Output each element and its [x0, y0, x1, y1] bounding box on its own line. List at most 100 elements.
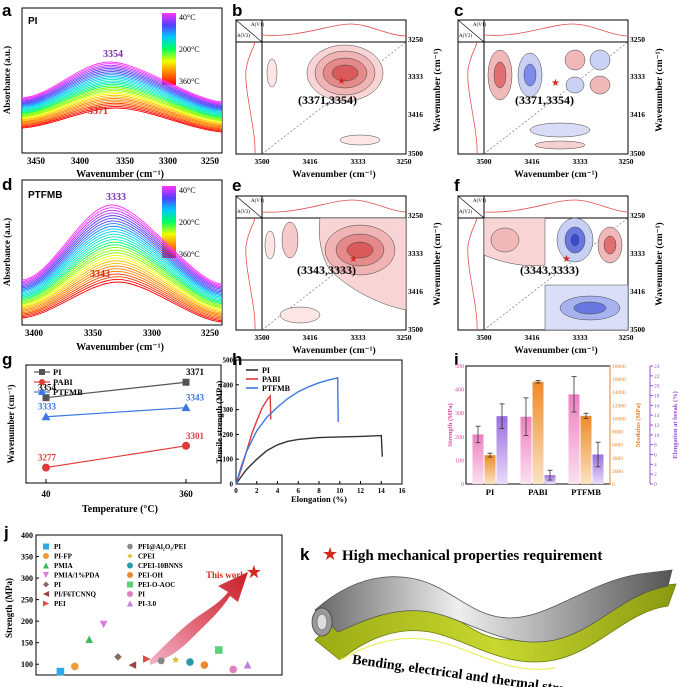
- panel-b-xlabel: Wavenumber (cm⁻¹): [292, 169, 375, 180]
- spectrum-line: [21, 276, 223, 320]
- panel-j-legend-label: PEI-O-AOC: [138, 581, 175, 589]
- panel-a-temp-low: 360°C: [179, 77, 200, 86]
- panel-d-spectra: [21, 204, 223, 323]
- panel-j-data-point: [157, 657, 165, 665]
- panel-d-frame: [21, 179, 223, 326]
- panel-h-xtick: 10: [336, 487, 344, 495]
- panel-a: a PI 40°C 200°C 360°C 3354 3371 Absorban…: [2, 1, 223, 180]
- panel-j-data-point: [143, 655, 151, 663]
- panel-e-xtick-2: 3416: [303, 333, 318, 342]
- panel-c-frame: [457, 19, 629, 155]
- panel-c-corner-diag: [457, 19, 485, 43]
- panel-e-annotation: (3343,3333): [297, 263, 356, 277]
- panel-d-tick-3: 3300: [143, 328, 162, 338]
- panel-h-xlabel: Elongation (%): [291, 494, 347, 504]
- panel-f-av2: A(V2): [459, 210, 472, 215]
- panel-f-xtick-4: 3250: [619, 333, 634, 342]
- panel-e-side-spectrum: [245, 217, 256, 331]
- panel-g-point: [181, 403, 191, 412]
- panel-f-xlabel: Wavenumber (cm⁻¹): [514, 345, 597, 356]
- panel-f-ytick-2: 3333: [630, 249, 645, 258]
- panel-j-data-point: [71, 662, 79, 671]
- panel-d-tick-1: 3400: [25, 328, 44, 338]
- panel-j-legend-marker: [43, 581, 49, 588]
- panel-letter-b: b: [232, 1, 242, 20]
- panel-j-data-point: [114, 653, 122, 661]
- panel-j-data-point: [215, 646, 223, 654]
- spectrum-line: [21, 80, 223, 115]
- spectrum-line: [21, 236, 223, 301]
- panel-g-data-label: 3301: [186, 431, 205, 441]
- panel-h-ytick: 500: [223, 357, 234, 365]
- panel-e: e A(V1) A(V2) ★ (3343,3333) 3500 3416: [232, 176, 443, 356]
- panel-h-xtick: 8: [317, 487, 321, 495]
- panel-h-ytick: 100: [223, 456, 234, 464]
- panel-a-temp-high: 40°C: [179, 13, 196, 22]
- panel-f-av1: A(V1): [473, 199, 486, 204]
- panel-d-xlabel: Wavenumber (cm⁻¹): [76, 342, 164, 353]
- panel-i-elongation-tick: 18: [654, 394, 660, 400]
- spectrum-line: [21, 217, 223, 292]
- panel-c: c A(V1) A(V2) ★ (3371,3: [454, 1, 665, 180]
- panel-i-elongation-tick: 22: [654, 374, 660, 380]
- panel-letter-g: g: [2, 350, 12, 369]
- panel-d-temp-low: 360°C: [179, 250, 200, 259]
- spectrum-line: [21, 223, 223, 294]
- panel-i-modulus-tick: 6000: [612, 443, 623, 449]
- panel-b: b A(V1) A(V2) ★ (3371,3354) 3500 3416 33…: [232, 1, 443, 180]
- panel-c-xtick-3: 3333: [573, 157, 588, 166]
- panel-g-legend-label: PABI: [53, 377, 73, 387]
- panel-g: g Wavenumber (cm⁻¹) Temperature (°C) 40 3…: [2, 350, 222, 515]
- panel-c-ytick-3: 3416: [630, 110, 645, 119]
- spectrum-line: [21, 63, 223, 104]
- panel-j-legend-marker: [43, 591, 49, 597]
- panel-b-av2: A(V2): [237, 34, 250, 39]
- panel-j-data-point: [56, 667, 65, 676]
- panel-i-elongation-tick: 20: [654, 384, 660, 390]
- panel-h: h Tensile strength (MPa) Elongation (%) …: [214, 350, 406, 504]
- panel-j-data-point: [229, 665, 237, 674]
- panel-j-data-point: [128, 661, 137, 669]
- panel-f-ytick-3: 3416: [630, 287, 645, 296]
- panel-e-ylabel: Wavenumber (cm⁻¹): [432, 222, 443, 305]
- panel-i-elongation-tick: 16: [654, 403, 660, 409]
- panel-i-left-tick: 200: [455, 435, 464, 441]
- panel-i-modulus-tick: 18000: [612, 364, 626, 370]
- panel-e-ytick-3: 3416: [408, 287, 423, 296]
- correlation-panels: b A(V1) A(V2) ★ (3371,3354) 3500 3416 33…: [232, 1, 665, 356]
- spectrum-line: [21, 71, 223, 109]
- panel-i-elongation-axis-label: Elongation at break (%): [672, 391, 679, 459]
- panel-i-elongation-tick: 2: [654, 472, 657, 478]
- panel-i-left-tick: 0: [461, 482, 464, 488]
- panel-j-legend-marker: [127, 572, 133, 578]
- panel-e-xtick-3: 3333: [351, 333, 366, 342]
- panel-h-legend-label: PABI: [262, 375, 281, 384]
- panel-i-bar: [580, 415, 592, 484]
- spectrum-line: [21, 69, 223, 108]
- spectrum-line: [21, 209, 223, 288]
- panel-c-av2: A(V2): [459, 34, 472, 39]
- panel-j-legend-label: PI-FP: [54, 553, 73, 561]
- panel-f-frame: [457, 195, 629, 331]
- spectrum-line: [21, 72, 223, 110]
- panel-h-xtick: 4: [276, 487, 280, 495]
- panel-g-data-label: 3354: [38, 383, 57, 393]
- spectrum-line: [21, 247, 223, 306]
- panel-g-legend-marker: [39, 379, 45, 385]
- panel-j-legend-label: PEI: [54, 600, 66, 608]
- panel-b-side-spectrum: [245, 41, 256, 155]
- panel-j-data-point: [99, 620, 108, 629]
- panel-b-contours: [266, 44, 384, 146]
- spectrum-line: [21, 225, 223, 295]
- panel-j-legend-label: PMIA: [54, 562, 73, 570]
- panel-g-data-label: 3333: [38, 402, 57, 412]
- panel-h-series-line: [235, 394, 272, 485]
- panel-b-frame: [235, 19, 407, 155]
- panel-b-ylabel: Wavenumber (cm⁻¹): [432, 48, 443, 131]
- panel-j-legend-marker: [127, 553, 133, 559]
- panel-j-legend-marker: [127, 543, 133, 550]
- spectrum-line: [21, 207, 223, 286]
- panel-g-xtick: 360: [179, 489, 193, 499]
- panel-d-temp-high: 40°C: [179, 186, 196, 195]
